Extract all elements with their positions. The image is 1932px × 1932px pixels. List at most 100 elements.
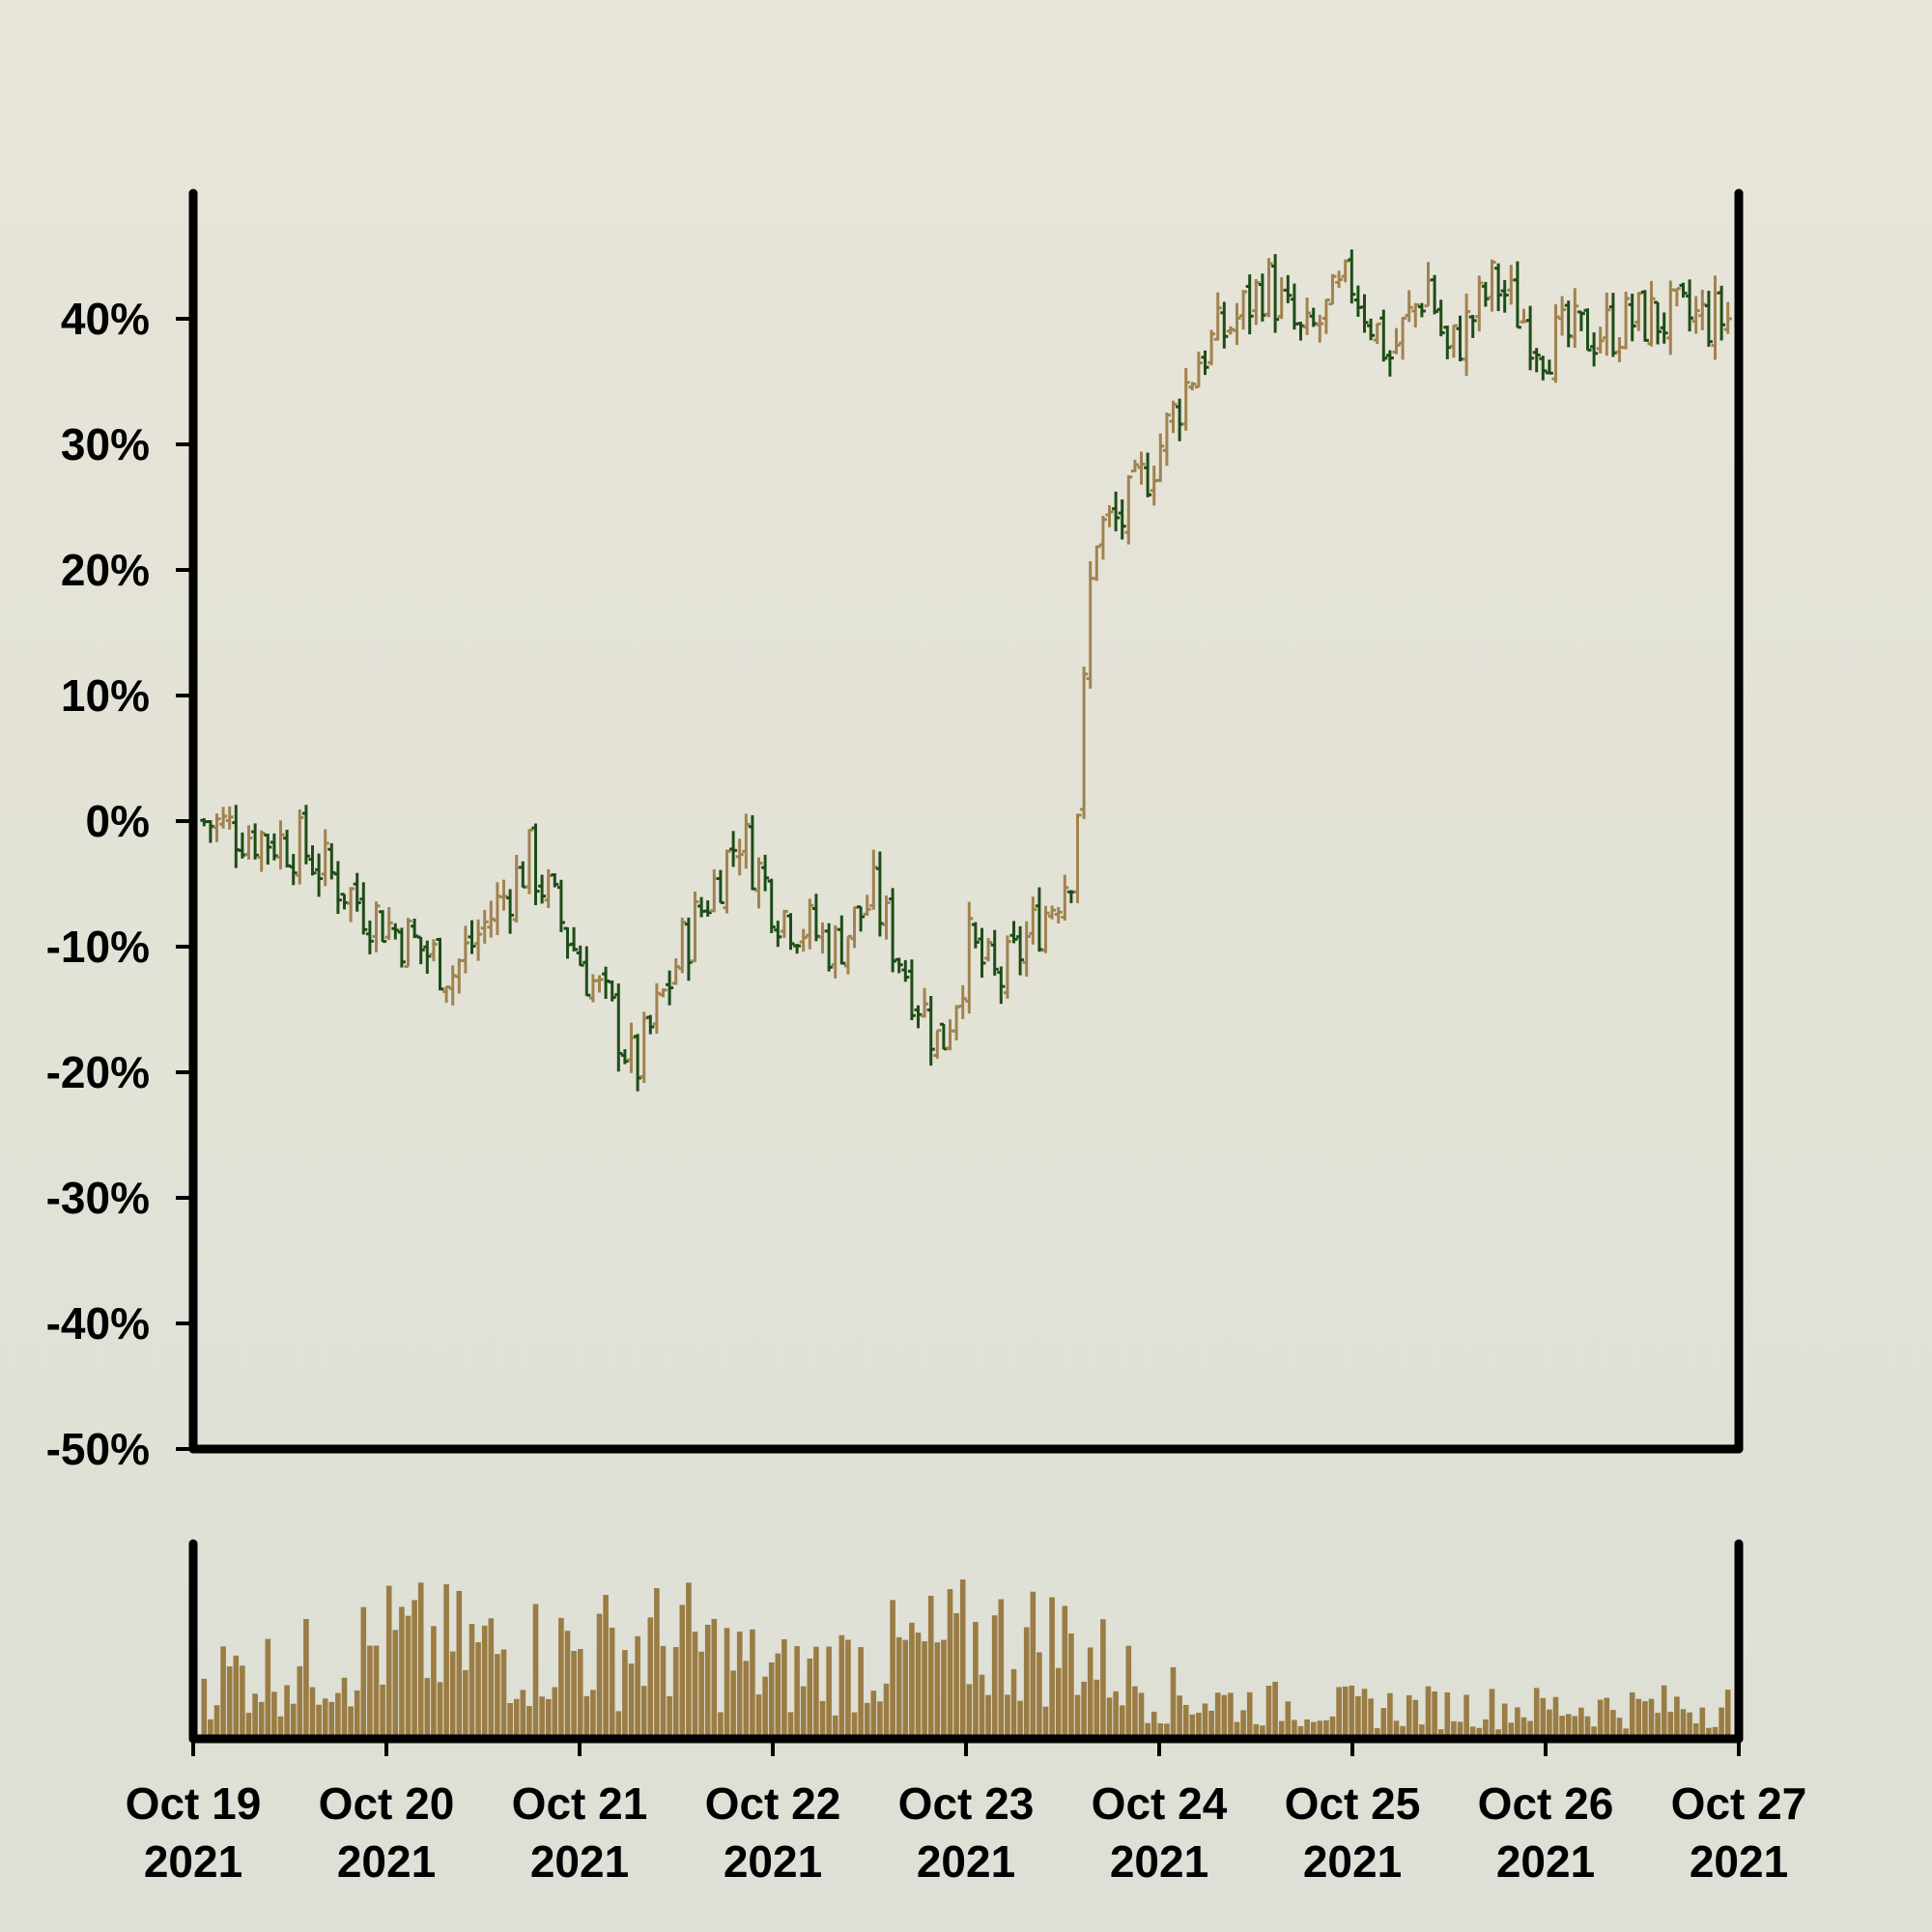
volume-bar — [934, 1642, 941, 1739]
volume-bar — [258, 1701, 265, 1739]
volume-bar — [1451, 1720, 1457, 1739]
volume-bar — [895, 1636, 902, 1739]
ohlc-bar — [1526, 305, 1535, 371]
volume-bar — [1674, 1696, 1680, 1739]
volume-bar — [1228, 1692, 1234, 1739]
volume-bar — [1419, 1724, 1425, 1739]
ohlc-bar — [1711, 275, 1719, 360]
volume-bar — [750, 1629, 755, 1739]
volume-bar — [1272, 1681, 1278, 1739]
ohlc-bar — [379, 910, 387, 944]
ohlc-bar — [710, 868, 719, 913]
ohlc-bar — [1463, 293, 1471, 377]
ohlc-bar — [761, 854, 770, 892]
volume-bar — [1030, 1591, 1037, 1739]
volume-bar — [902, 1639, 909, 1739]
ohlc-bar — [1348, 249, 1356, 304]
volume-bar — [755, 1694, 762, 1739]
volume-bar — [864, 1702, 870, 1739]
volume-bar — [532, 1604, 539, 1739]
ohlc-bar — [1551, 303, 1560, 384]
volume-bar — [1655, 1713, 1661, 1739]
volume-bar — [354, 1690, 360, 1739]
y-tick-label: -20% — [46, 1047, 150, 1097]
ohlc-bar — [1723, 301, 1732, 334]
ohlc-bar — [1156, 433, 1165, 483]
ohlc-bar — [1194, 352, 1203, 389]
ohlc-bar — [627, 1022, 636, 1073]
volume-bar — [1699, 1707, 1706, 1739]
volume-bar — [500, 1649, 507, 1739]
ohlc-bar — [1137, 451, 1146, 485]
ohlc-bar — [442, 985, 451, 1004]
ohlc-bar — [347, 887, 355, 923]
x-tick-label-date: Oct 26 — [1478, 1778, 1614, 1829]
ohlc-bar — [684, 917, 693, 981]
volume-bar — [730, 1670, 736, 1739]
volume-bar — [252, 1693, 258, 1739]
volume-bar — [768, 1662, 775, 1739]
ohlc-bar — [1379, 309, 1388, 362]
ohlc-bar — [1284, 274, 1293, 303]
ohlc-bar — [1545, 359, 1553, 375]
volume-bar — [1310, 1721, 1317, 1739]
volume-bar — [1463, 1694, 1469, 1739]
volume-bar — [488, 1618, 495, 1739]
ohlc-bar — [1539, 355, 1548, 381]
ohlc-bar — [1130, 459, 1139, 473]
ohlc-bar — [1239, 290, 1248, 330]
ohlc-bar — [729, 831, 738, 867]
volume-bar — [392, 1630, 399, 1739]
ohlc-bar — [639, 1011, 648, 1083]
ohlc-bar — [1316, 314, 1324, 343]
ohlc-bar — [889, 888, 897, 973]
ohlc-bar — [767, 878, 776, 933]
volume-bar — [1432, 1690, 1437, 1739]
ohlc-bar — [1296, 322, 1305, 341]
volume-bar — [245, 1713, 252, 1739]
y-tick-label: 40% — [61, 294, 150, 344]
ohlc-bar — [620, 1049, 629, 1065]
volume-bar — [826, 1646, 832, 1739]
ohlc-bar — [1494, 263, 1503, 312]
volume-bar — [240, 1665, 245, 1739]
volume-bar — [507, 1702, 513, 1739]
volume-bar — [380, 1684, 385, 1739]
volume-bar — [979, 1674, 985, 1739]
ohlc-bar — [907, 959, 916, 1021]
x-tick-label-date: Oct 27 — [1671, 1778, 1807, 1829]
ohlc-bar — [811, 894, 820, 942]
ohlc-bar — [1475, 275, 1484, 332]
volume-bar — [1495, 1729, 1501, 1739]
x-axis-ticks: Oct 19 2021 Oct 20 2021 Oct 21 2021 Oct 22 2021… — [126, 1739, 1807, 1887]
ohlc-bar — [1181, 367, 1190, 431]
ohlc-bar — [958, 984, 967, 1019]
volume-bar — [1572, 1716, 1578, 1739]
volume-bar — [704, 1624, 711, 1739]
volume-bar — [628, 1663, 635, 1739]
ohlc-bar — [1660, 312, 1668, 344]
ohlc-bar — [595, 975, 604, 993]
ohlc-bar — [895, 957, 903, 974]
volume-bar — [1623, 1728, 1629, 1739]
ohlc-bar — [1271, 253, 1280, 333]
ohlc-bar — [493, 882, 501, 936]
volume-bar — [941, 1639, 947, 1739]
ohlc-bar — [468, 920, 476, 954]
volume-bar — [787, 1712, 794, 1739]
volume-bar — [851, 1712, 858, 1739]
ohlc-bar — [1431, 274, 1439, 315]
volume-bar — [1087, 1647, 1094, 1739]
volume-bar — [1157, 1722, 1164, 1739]
ohlc-bar — [1009, 921, 1018, 944]
ohlc-bar — [404, 918, 412, 969]
ohlc-bar — [588, 974, 597, 1003]
volume-bar — [1547, 1709, 1552, 1739]
ohlc-bar — [1118, 498, 1126, 540]
volume-bar — [1667, 1712, 1674, 1739]
ohlc-bar — [1105, 505, 1114, 527]
volume-bar — [290, 1703, 297, 1739]
ohlc-bar — [831, 924, 839, 979]
volume-bar — [226, 1666, 233, 1739]
